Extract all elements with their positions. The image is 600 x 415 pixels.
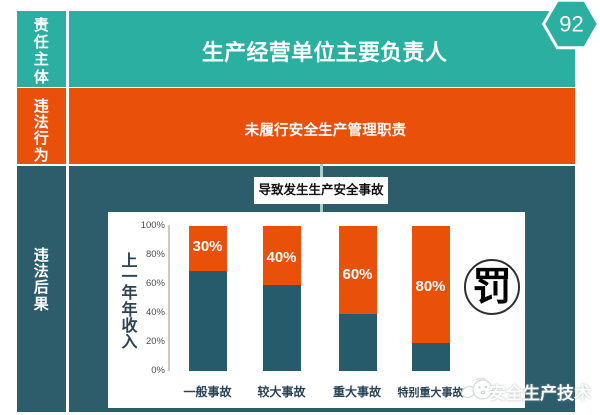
svg-text:92: 92 [559, 12, 583, 37]
